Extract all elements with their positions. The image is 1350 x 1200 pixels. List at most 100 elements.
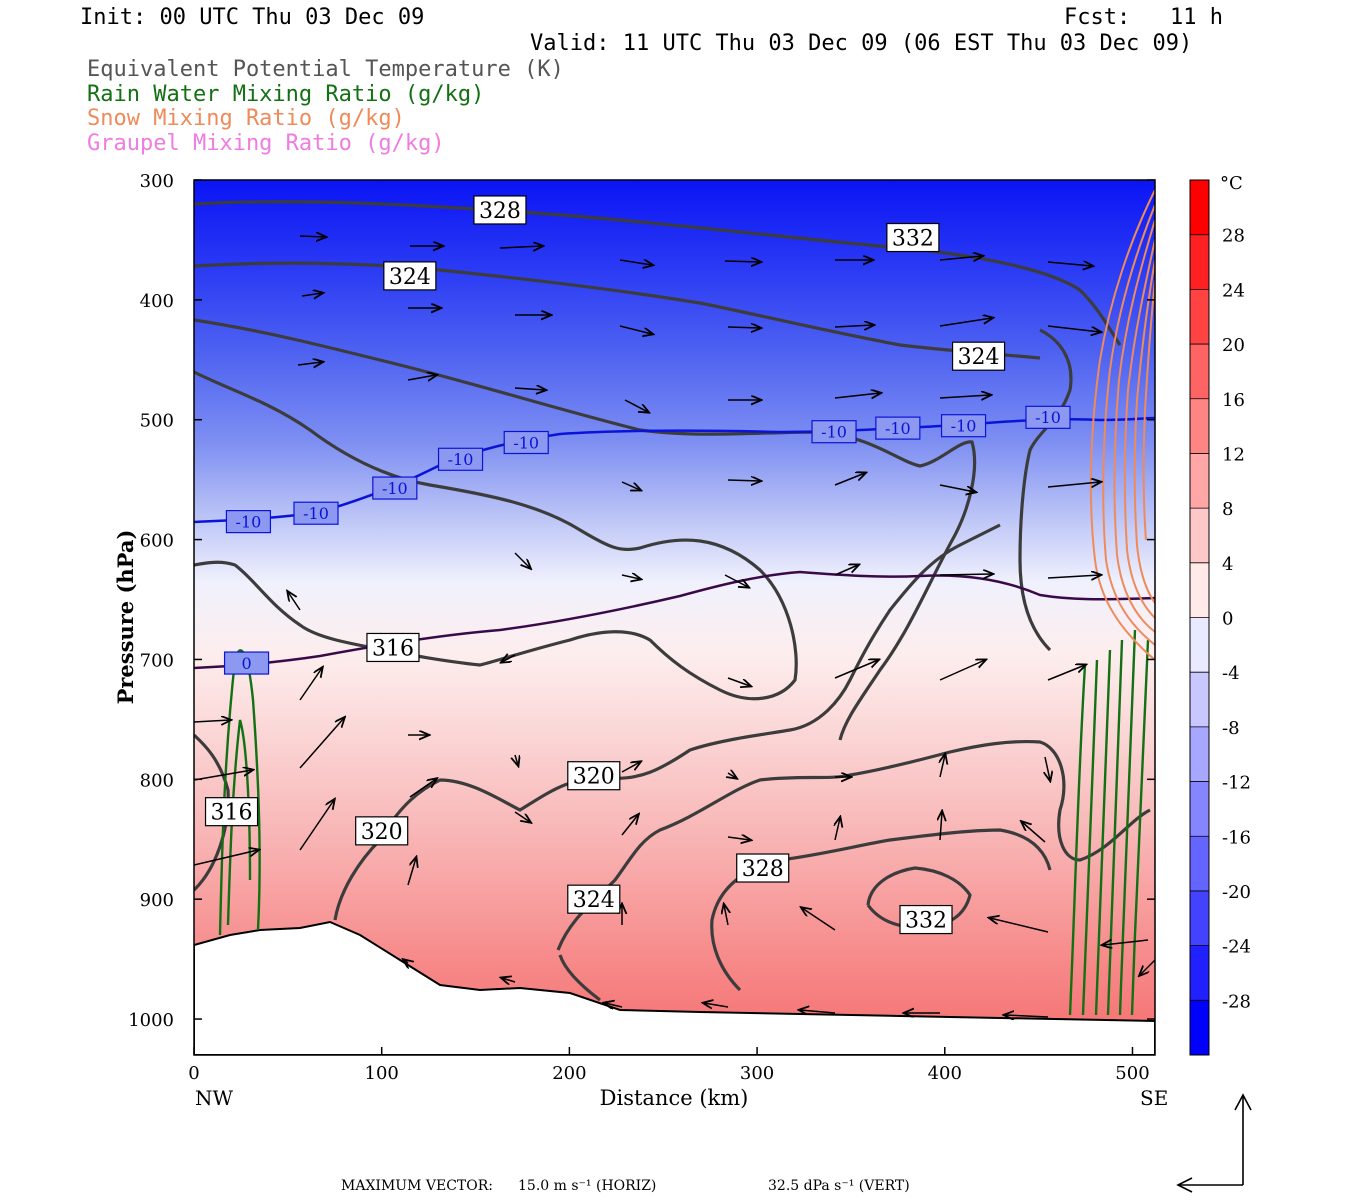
contour-label: 328 bbox=[479, 199, 521, 224]
x-tick-label: 200 bbox=[552, 1063, 586, 1084]
contour-label: -10 bbox=[951, 416, 977, 435]
y-tick-label: 500 bbox=[140, 411, 174, 432]
colorbar-tick-label: -4 bbox=[1222, 663, 1240, 684]
contour-label: 316 bbox=[211, 801, 253, 826]
colorbar-tick-label: 16 bbox=[1222, 390, 1245, 411]
color-bar: 28 24 20 16 12 8 4 0 -4 -8 -12 -16 -20 -24 -28 bbox=[1189, 179, 1251, 1056]
contour-label-box bbox=[473, 195, 527, 225]
colorbar-tick-label: -24 bbox=[1222, 937, 1251, 958]
x-tick-label: 0 bbox=[188, 1063, 199, 1084]
contour-label-box bbox=[383, 261, 437, 291]
colorbar-tick-label: -28 bbox=[1222, 991, 1251, 1012]
y-tick-label: 400 bbox=[140, 291, 174, 312]
x-tick-label: 500 bbox=[1115, 1063, 1149, 1084]
wind-vectors bbox=[194, 236, 1155, 1017]
init-time: Init: 00 UTC Thu 03 Dec 09 bbox=[80, 5, 425, 30]
colorbar-swatch bbox=[1190, 781, 1209, 837]
y-tick-label: 700 bbox=[140, 650, 174, 671]
contour-label-box bbox=[875, 416, 921, 440]
colorbar-tick-label: 0 bbox=[1222, 609, 1233, 630]
y-tick-label: 1000 bbox=[128, 1010, 174, 1031]
legend-snow: Snow Mixing Ratio (g/kg) bbox=[87, 106, 405, 131]
colorbar-tick-label: 12 bbox=[1222, 444, 1245, 465]
x-tick-label: 300 bbox=[740, 1063, 774, 1084]
contour-label: -10 bbox=[821, 422, 847, 441]
y-tick-label: 600 bbox=[140, 531, 174, 552]
forecast-hour: Fcst: 11 h bbox=[1064, 5, 1223, 30]
colorbar-tick-label: -8 bbox=[1222, 718, 1240, 739]
colorbar-swatch bbox=[1190, 508, 1209, 564]
contour-label-box bbox=[225, 510, 272, 534]
contour-label-box bbox=[293, 501, 339, 525]
contour-label: 320 bbox=[361, 820, 403, 845]
colorbar-tick-label: 8 bbox=[1222, 499, 1233, 520]
colorbar-tick-label: 4 bbox=[1222, 554, 1233, 575]
colorbar-swatch bbox=[1190, 180, 1209, 236]
colorbar-tick-label: -12 bbox=[1222, 773, 1251, 794]
contour-label: 316 bbox=[372, 636, 414, 661]
contour-label-box bbox=[223, 651, 270, 675]
snow-contours bbox=[1089, 189, 1155, 661]
legend-rain: Rain Water Mixing Ratio (g/kg) bbox=[87, 82, 485, 107]
contour-label-box bbox=[366, 632, 420, 663]
legend-graupel: Graupel Mixing Ratio (g/kg) bbox=[87, 131, 445, 156]
contour-label: 332 bbox=[905, 908, 947, 933]
contour-label-box bbox=[372, 476, 418, 500]
colorbar-tick-label: -20 bbox=[1222, 882, 1251, 903]
colorbar-swatch bbox=[1190, 617, 1209, 673]
colorbar-tick-label: 24 bbox=[1222, 280, 1245, 301]
contour-label-box bbox=[899, 904, 953, 935]
contour-label-box bbox=[736, 853, 790, 883]
x-tick-label: 100 bbox=[365, 1063, 399, 1084]
reference-vector-icon bbox=[1176, 1093, 1252, 1193]
isotherm-labels: -10 -10 -10 -10 -10 -10 -10 -10 -10 0 bbox=[223, 405, 1071, 675]
y-axis: 300 400 500 600 700 800 900 1000 bbox=[128, 171, 1155, 1031]
x-axis-right-label: SE bbox=[1140, 1086, 1168, 1110]
plot-frame bbox=[193, 179, 1156, 1056]
contour-label-box bbox=[567, 761, 621, 791]
contour-label: -10 bbox=[236, 512, 262, 531]
colorbar-swatch bbox=[1190, 672, 1209, 728]
contour-label: 328 bbox=[742, 857, 784, 882]
contour-label-box bbox=[355, 816, 409, 846]
colorbar-swatch bbox=[1190, 453, 1209, 509]
colorbar-tick-label: 28 bbox=[1222, 226, 1245, 247]
max-vector-label: MAXIMUM VECTOR: bbox=[341, 1178, 493, 1194]
contour-label: -10 bbox=[382, 479, 408, 498]
contour-label: 0 bbox=[241, 654, 251, 673]
contour-label: -10 bbox=[885, 419, 911, 438]
rain-contours bbox=[218, 629, 1150, 1016]
contour-label: 324 bbox=[573, 888, 615, 913]
contour-label: 324 bbox=[389, 265, 431, 290]
contour-label: -10 bbox=[448, 450, 474, 469]
contour-label-box bbox=[204, 797, 259, 827]
temperature-shading bbox=[194, 180, 1155, 1055]
colorbar-tick-label: 20 bbox=[1222, 335, 1245, 356]
colorbar-swatch bbox=[1190, 562, 1209, 618]
x-axis-left-label: NW bbox=[195, 1086, 234, 1110]
contour-label: 320 bbox=[573, 765, 615, 790]
valid-time: Valid: 11 UTC Thu 03 Dec 09 (06 EST Thu … bbox=[530, 31, 1193, 56]
theta-e-contours bbox=[194, 200, 1151, 1002]
colorbar-swatch bbox=[1190, 234, 1209, 290]
theta-e-labels: 328 332 324 324 316 320 320 328 324 332 316 bbox=[204, 195, 1006, 935]
contour-label-box bbox=[886, 222, 940, 253]
colorbar-swatch bbox=[1190, 890, 1209, 947]
contour-label: -10 bbox=[513, 433, 539, 452]
contour-label-box bbox=[951, 341, 1006, 371]
contour-label: -10 bbox=[303, 504, 329, 523]
y-axis-label: Pressure (hPa) bbox=[113, 530, 138, 705]
colorbar-swatch bbox=[1190, 836, 1209, 892]
legend-theta-e: Equivalent Potential Temperature (K) bbox=[87, 57, 564, 82]
colorbar-swatch bbox=[1190, 344, 1209, 400]
contour-label-box bbox=[567, 884, 621, 914]
colorbar-swatch bbox=[1190, 945, 1209, 1001]
y-tick-label: 900 bbox=[140, 890, 174, 911]
x-axis: 0 100 200 300 400 500 bbox=[188, 1047, 1150, 1084]
x-axis-label: Distance (km) bbox=[600, 1086, 749, 1110]
contour-label-box bbox=[437, 447, 484, 471]
x-tick-label: 400 bbox=[928, 1063, 962, 1084]
max-vector-horiz: 15.0 m s⁻¹ (HORIZ) bbox=[518, 1178, 657, 1194]
colorbar-swatch bbox=[1190, 398, 1209, 454]
